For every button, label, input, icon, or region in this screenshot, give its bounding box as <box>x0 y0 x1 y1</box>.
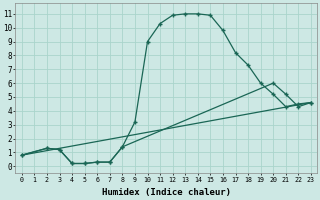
X-axis label: Humidex (Indice chaleur): Humidex (Indice chaleur) <box>102 188 231 197</box>
